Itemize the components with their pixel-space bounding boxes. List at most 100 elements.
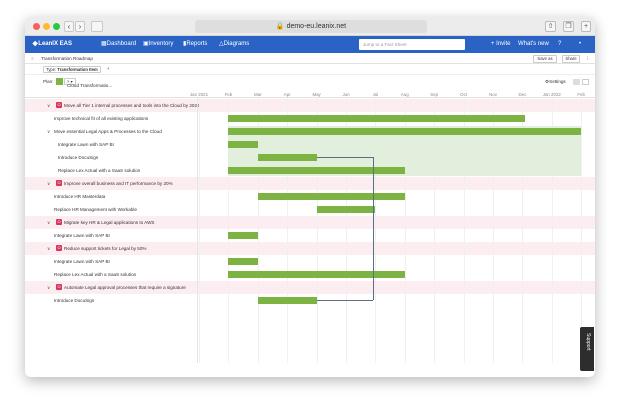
share-button[interactable]: Share (562, 55, 580, 63)
settings-button[interactable]: ⚙ Settings (545, 79, 566, 84)
objective-row[interactable]: ∨ O Reduce support tickets for Legal by 50… (25, 242, 595, 255)
report-title: Transformation Roadmap (41, 56, 93, 61)
row-label[interactable]: Improve overall business and IT performa… (64, 181, 173, 186)
sidebar-toggle-icon[interactable] (91, 21, 103, 32)
search-input[interactable]: Jump to a Fact Sheet (359, 39, 465, 50)
collapse-chevron-icon[interactable]: ∨ (47, 220, 51, 225)
share-icon[interactable]: ⇧ (545, 21, 556, 32)
timeline-header: Jan 2021 Feb Mar Apr May Jun Jul Aug Sep Oct Nov De… (25, 91, 595, 98)
invite-button[interactable]: + Invite (491, 41, 511, 47)
row-label[interactable]: Replace Lex Actual with a SaaS solution (54, 272, 137, 277)
add-filter-button[interactable]: + (107, 66, 110, 71)
row-label[interactable]: Integrate Lawn with SAP BI (58, 142, 114, 147)
roadmap-row[interactable]: Replace Lex Actual with a SaaS solution (25, 268, 595, 281)
plan-label: Plan: (43, 79, 54, 84)
row-label[interactable]: Automate Legal approval processes that r… (64, 285, 186, 290)
row-label[interactable]: Integrate Lawn with SAP BI (54, 233, 110, 238)
help-icon[interactable]: ? (558, 41, 562, 47)
collapse-chevron-icon[interactable]: ∨ (47, 285, 51, 290)
row-label[interactable]: Move essential Legal Apps & Processes to… (54, 129, 162, 134)
user-avatar[interactable]: • (579, 41, 582, 47)
whats-new-link[interactable]: What's new (518, 41, 549, 47)
support-tab[interactable]: Support (580, 327, 594, 371)
leanix-logo[interactable]: ❖ LeanIX EAS (32, 41, 72, 48)
roadmap-row[interactable]: Introduce DocuSign (25, 294, 595, 307)
save-as-button[interactable]: Save as (533, 55, 557, 63)
address-bar[interactable]: 🔒 demo-eu.leanix.net (195, 20, 427, 33)
timeline-month-label: Jan 2022 (542, 92, 561, 97)
timeline-month-label: Dec (518, 92, 527, 97)
new-tab-icon[interactable]: + (581, 21, 591, 32)
forward-arrow-icon[interactable]: › (75, 21, 85, 32)
plan-bar: Plan: Cloud Transformatio... × ▾ ⚙ Setti… (25, 75, 595, 89)
row-label[interactable]: Replace Lex Actual with a SaaS solution (58, 168, 141, 173)
row-label[interactable]: Move all Tier 1 internal processes and t… (64, 103, 200, 108)
collapse-chevron-icon[interactable]: ∨ (47, 181, 51, 186)
roadmap-row[interactable]: Improve technical fit of all existing ap… (25, 112, 595, 125)
roadmap-row[interactable]: Integrate Lawn with SAP BI (25, 138, 595, 151)
objective-row[interactable]: ∨ O Migrate key HR & Legal applications to… (25, 216, 595, 229)
objective-badge: O (56, 245, 62, 251)
objective-row[interactable]: ∨ O Move all Tier 1 internal processes and… (25, 99, 595, 112)
row-label[interactable]: Replace HR Management with Workable (54, 207, 137, 212)
type-filter-chip[interactable]: Type: Transformation Item (43, 66, 101, 73)
roadmap-row[interactable]: Introduce HR Masterdata (25, 190, 595, 203)
gantt-bar[interactable] (228, 232, 258, 239)
back-arrow-icon[interactable]: ‹ (64, 21, 74, 32)
gantt-bar[interactable] (228, 258, 258, 265)
roadmap-row[interactable]: Integrate Lawn with SAP BI (25, 229, 595, 242)
nav-dashboard[interactable]: ▦ Dashboard (101, 41, 137, 47)
row-label[interactable]: Introduce HR Masterdata (54, 194, 106, 199)
gantt-bar[interactable] (228, 115, 526, 122)
plan-select[interactable]: Cloud Transformatio... × ▾ (64, 78, 112, 88)
gantt-bar[interactable] (316, 206, 376, 213)
row-label[interactable]: Introduce DocuSign (58, 155, 99, 160)
filter-bar: Type: Transformation Item + (25, 64, 595, 75)
browser-window: ‹ › 🔒 demo-eu.leanix.net ⇧ ❐ + ❖ LeanIX … (25, 17, 595, 377)
objective-row[interactable]: ∨ O Automate Legal approval processes that… (25, 281, 595, 294)
roadmap-row[interactable]: ∨ Move essential Legal Apps & Processes t… (25, 125, 595, 138)
gantt-bar[interactable] (257, 193, 405, 200)
roadmap-row[interactable]: Replace HR Management with Workable (25, 203, 595, 216)
dependency-line (316, 300, 374, 301)
gantt-bar[interactable] (228, 271, 405, 278)
collapse-chevron-icon[interactable]: ∨ (47, 246, 51, 251)
row-label[interactable]: Migrate key HR & Legal applications to A… (64, 220, 155, 225)
row-label[interactable]: Improve technical fit of all existing ap… (54, 116, 149, 121)
collapse-chevron-icon[interactable]: ∨ (47, 103, 51, 108)
timeline-month-label: Jul (372, 92, 379, 97)
menu-icon[interactable]: ≡ (31, 56, 34, 61)
row-label[interactable]: Reduce support tickets for Legal by 50% (64, 246, 147, 251)
roadmap-row[interactable]: Introduce DocuSign (25, 151, 595, 164)
gantt-bar[interactable] (257, 297, 317, 304)
dependency-line (316, 157, 374, 158)
month-gridline (228, 98, 230, 363)
nav-diagrams[interactable]: △ Diagrams (219, 41, 250, 47)
objective-row[interactable]: ∨ O Improve overall business and IT perfor… (25, 177, 595, 190)
view-toggle-list-icon[interactable] (573, 79, 580, 85)
gantt-bar[interactable] (228, 128, 582, 135)
roadmap-row[interactable]: Integrate Lawn with SAP BI (25, 255, 595, 268)
maximize-window-icon[interactable] (53, 23, 60, 30)
url-text: demo-eu.leanix.net (286, 23, 347, 30)
tabs-icon[interactable]: ❐ (563, 21, 574, 32)
month-gridline (522, 98, 524, 363)
gantt-bar[interactable] (228, 167, 405, 174)
more-options-icon[interactable]: ⋮ (585, 56, 590, 61)
row-label[interactable]: Integrate Lawn with SAP BI (54, 259, 110, 264)
nav-reports[interactable]: ▮ Reports (183, 41, 208, 47)
browser-toolbar: ‹ › 🔒 demo-eu.leanix.net ⇧ ❐ + (25, 17, 595, 36)
gantt-bar[interactable] (257, 154, 317, 161)
nav-inventory[interactable]: ▣ Inventory (143, 41, 174, 47)
objective-badge: O (56, 284, 62, 290)
row-label[interactable]: Introduce DocuSign (54, 298, 95, 303)
minimize-window-icon[interactable] (43, 23, 50, 30)
gantt-bar[interactable] (228, 141, 258, 148)
roadmap-row[interactable]: Replace Lex Actual with a SaaS solution (25, 164, 595, 177)
close-window-icon[interactable] (33, 23, 40, 30)
timeline-month-label: Feb (224, 92, 233, 97)
collapse-chevron-icon[interactable]: ∨ (47, 129, 51, 134)
view-toggle-grid-icon[interactable] (582, 79, 589, 85)
plan-type-icon (56, 78, 63, 85)
month-gridline (375, 98, 377, 363)
